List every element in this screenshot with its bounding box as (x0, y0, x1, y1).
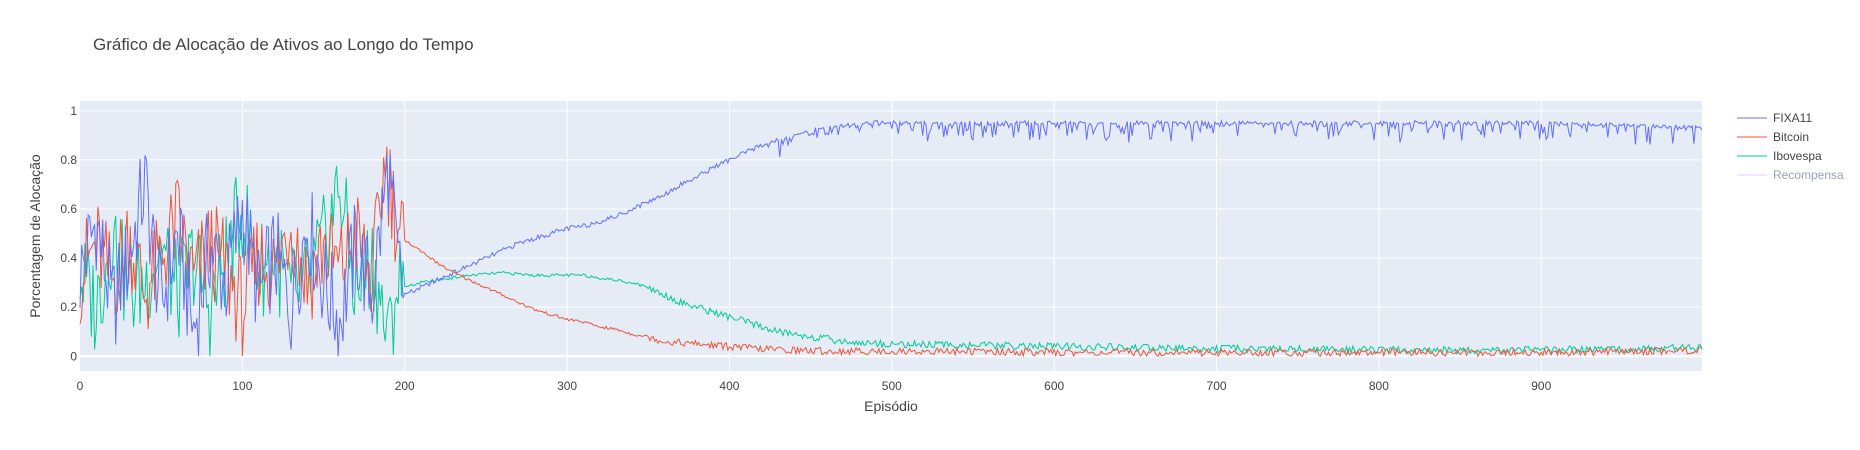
x-tick-label: 400 (719, 379, 739, 393)
x-tick-label: 800 (1369, 379, 1389, 393)
series-line-bitcoin (79, 146, 1703, 358)
chart-title: Gráfico de Alocação de Ativos ao Longo d… (93, 35, 474, 54)
x-tick-label: 900 (1531, 379, 1551, 393)
y-tick-label: 0.8 (60, 153, 77, 167)
series-line-fixa11 (79, 118, 1703, 357)
x-axis-ticks: 0 100 200 300 400 500 600 700 800 900 (77, 379, 1552, 393)
legend-item-recompensa[interactable]: Recompensa (1737, 168, 1844, 182)
y-axis-title: Porcentagem de Alocação (27, 154, 43, 318)
y-tick-label: 0 (70, 349, 77, 363)
legend-item-ibovespa[interactable]: Ibovespa (1737, 149, 1822, 163)
x-tick-label: 100 (232, 379, 252, 393)
legend-label: Ibovespa (1773, 149, 1822, 163)
y-tick-label: 0.2 (60, 300, 77, 314)
y-axis-ticks: 0 0.2 0.4 0.6 0.8 1 (60, 104, 77, 363)
x-tick-label: 200 (395, 379, 415, 393)
y-tick-label: 0.6 (60, 202, 77, 216)
legend-item-fixa11[interactable]: FIXA11 (1737, 111, 1812, 125)
legend-label: Recompensa (1773, 168, 1844, 182)
y-tick-label: 0.4 (60, 251, 77, 265)
x-tick-label: 0 (77, 379, 84, 393)
plot-area[interactable] (80, 101, 1702, 371)
y-tick-label: 1 (70, 104, 77, 118)
legend-label: Bitcoin (1773, 130, 1809, 144)
x-tick-label: 600 (1044, 379, 1064, 393)
series-line-ibovespa (79, 166, 1703, 357)
x-tick-label: 700 (1207, 379, 1227, 393)
x-tick-label: 300 (557, 379, 577, 393)
series-lines (79, 118, 1703, 358)
legend-item-bitcoin[interactable]: Bitcoin (1737, 130, 1809, 144)
x-axis-title: Episódio (864, 398, 918, 414)
legend: FIXA11 Bitcoin Ibovespa Recompensa (1737, 111, 1844, 182)
x-tick-label: 500 (882, 379, 902, 393)
legend-label: FIXA11 (1773, 111, 1812, 125)
grid-lines (80, 101, 1702, 371)
